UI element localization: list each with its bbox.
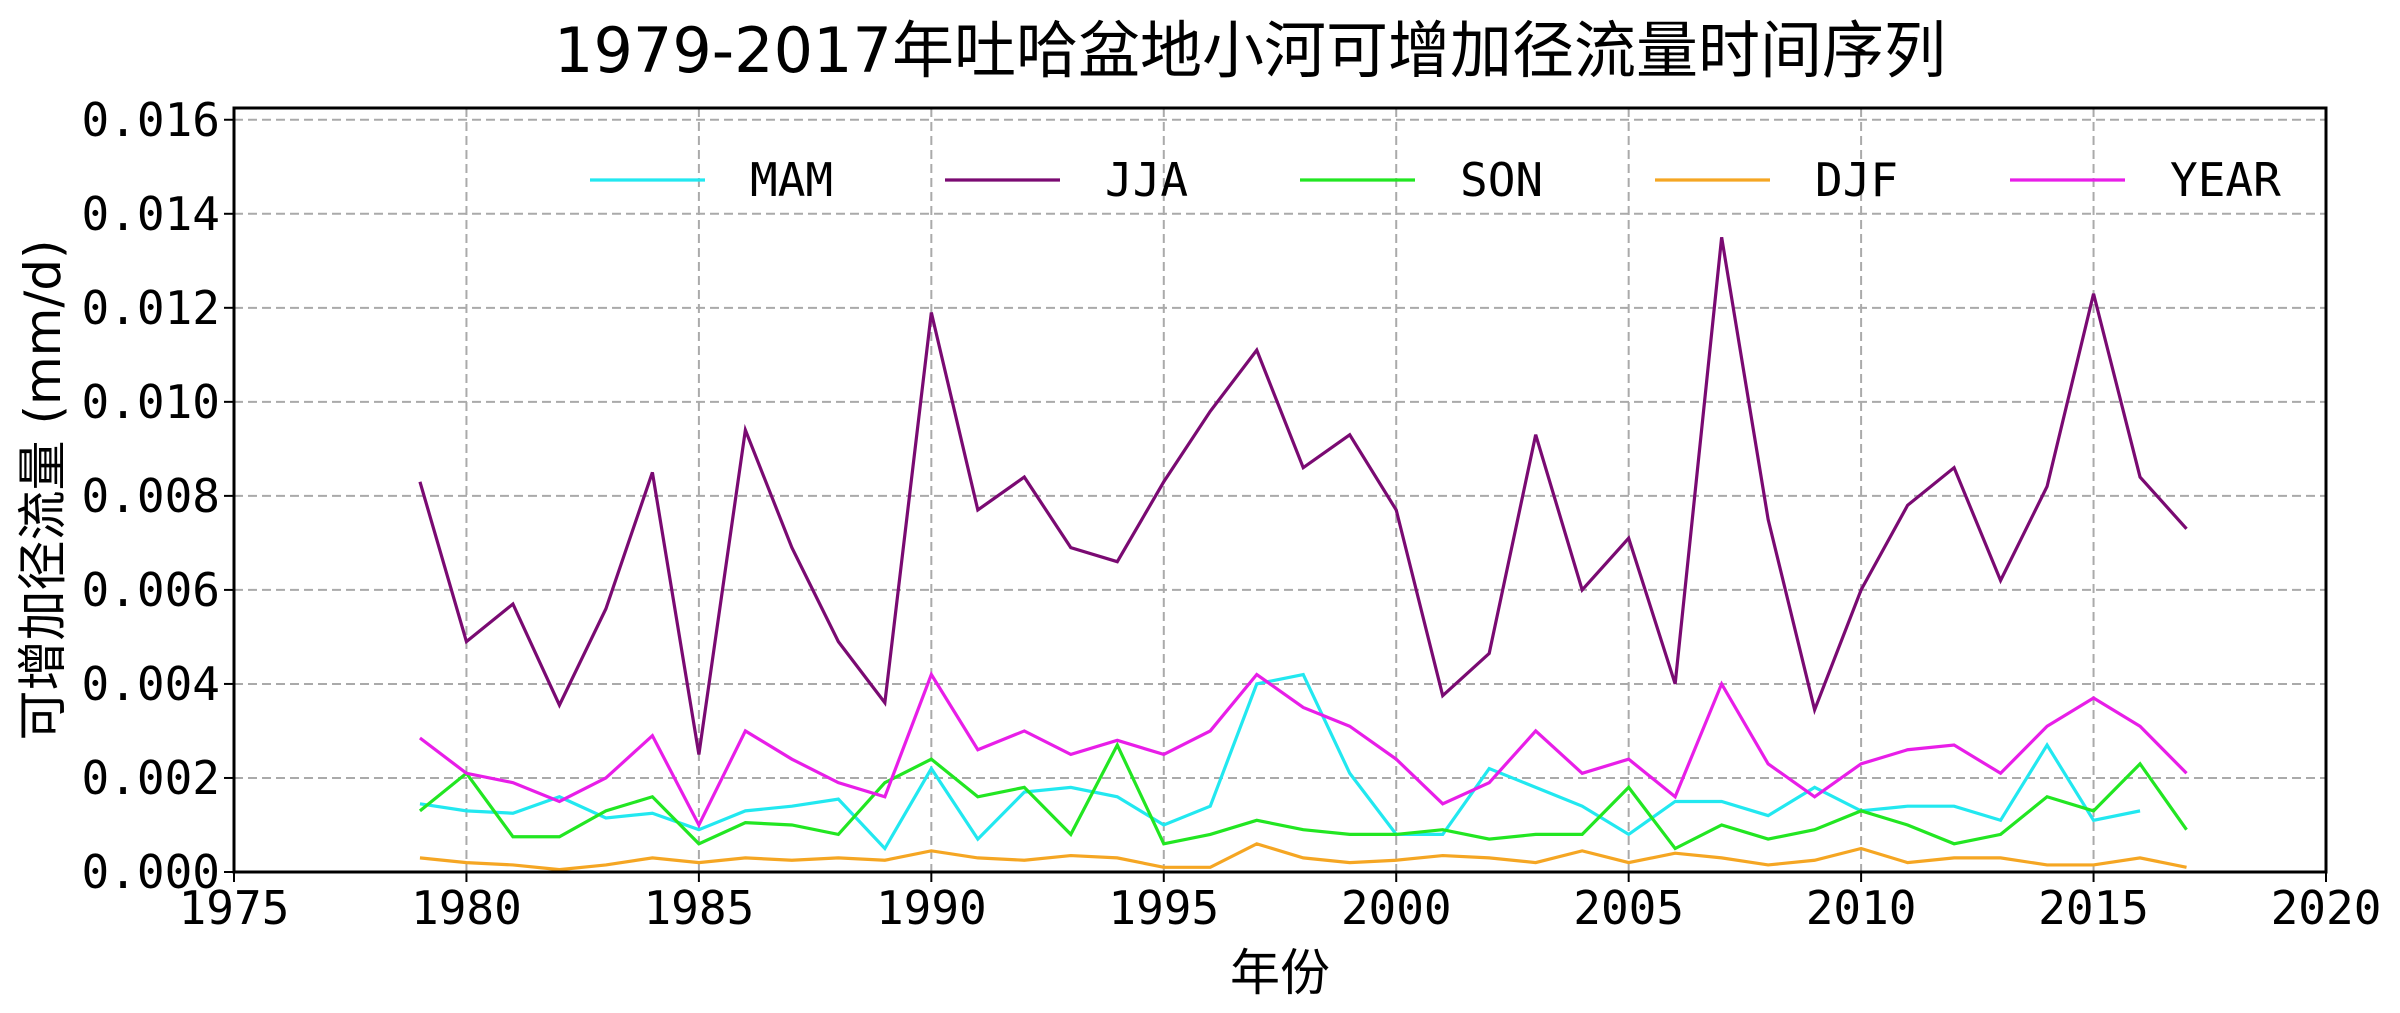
x-axis: 1975 1980 1985 1990 1995 2000 2005 2010 2015 2020 (179, 872, 2382, 935)
legend: MAM JJA SON DJF YEAR (590, 153, 2281, 207)
y-tick-label: 0.000 (82, 845, 220, 899)
x-tick-label: 2005 (1573, 881, 1684, 935)
series-mam (419, 672, 2141, 852)
series-line-mam (419, 672, 2141, 852)
x-tick-label: 1985 (643, 881, 754, 935)
y-tick-label: 0.004 (82, 657, 220, 711)
chart-title: 1979-2017年吐哈盆地小河可增加径流量时间序列 (554, 14, 1946, 87)
legend-label: SON (1460, 153, 1543, 207)
x-tick-label: 1975 (179, 881, 290, 935)
x-tick-label: 2000 (1341, 881, 1452, 935)
y-tick-label: 0.016 (82, 93, 220, 147)
y-tick-label: 0.010 (82, 375, 220, 429)
legend-label: DJF (1815, 153, 1898, 207)
series-line-djf (419, 842, 2187, 872)
series-djf (419, 842, 2187, 872)
x-axis-label: 年份 (1230, 944, 1330, 1002)
series-jja (418, 237, 2188, 755)
series-son (418, 741, 2188, 851)
legend-label: YEAR (2170, 153, 2281, 207)
x-tick-label: 2015 (2038, 881, 2149, 935)
y-tick-label: 0.002 (82, 751, 220, 805)
series-group (418, 237, 2188, 872)
grid (233, 108, 2327, 873)
x-tick-label: 1980 (411, 881, 522, 935)
y-tick-label: 0.012 (82, 281, 220, 335)
x-tick-label: 2020 (2271, 881, 2382, 935)
y-tick-label: 0.014 (82, 187, 220, 241)
y-tick-label: 0.008 (82, 469, 220, 523)
y-axis-label: 可增加径流量 (mm/d) (14, 240, 72, 741)
y-axis: 0.000 0.002 0.004 0.006 0.008 0.010 0.012 0.014… (82, 93, 234, 899)
plot-frame (232, 106, 2328, 874)
series-year (418, 670, 2188, 829)
legend-label: MAM (750, 153, 833, 207)
x-tick-label: 1995 (1108, 881, 1219, 935)
legend-label: JJA (1105, 153, 1188, 207)
y-tick-label: 0.006 (82, 563, 220, 617)
x-tick-label: 2010 (1806, 881, 1917, 935)
series-line-year (418, 670, 2188, 829)
x-tick-label: 1990 (876, 881, 987, 935)
